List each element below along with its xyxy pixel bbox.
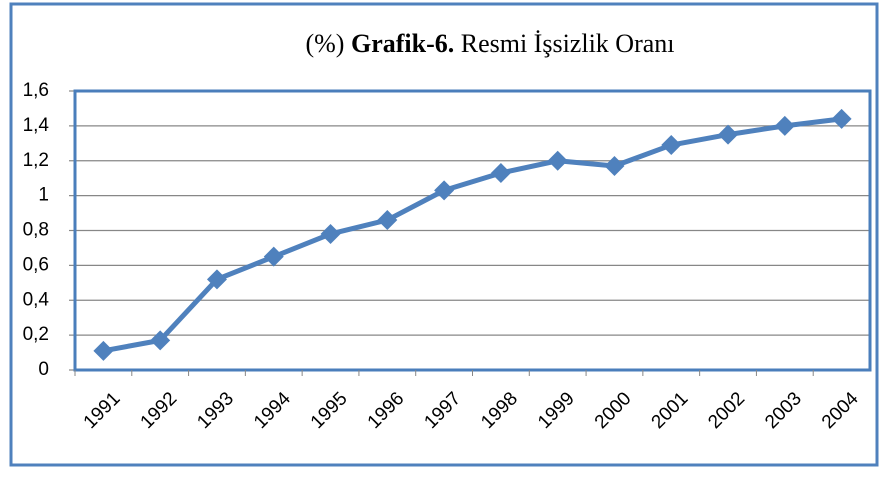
marker xyxy=(547,150,568,171)
title-part: Grafik-6. xyxy=(351,29,454,58)
marker xyxy=(774,115,795,136)
marker xyxy=(93,340,114,361)
marker xyxy=(377,210,398,231)
y-tick-label: 1 xyxy=(38,185,49,206)
y-tick-label: 0,2 xyxy=(23,324,49,345)
y-tick-label: 0,8 xyxy=(23,220,49,241)
y-tick-label: 0 xyxy=(38,359,49,380)
marker xyxy=(604,155,625,176)
y-tick-label: 1,6 xyxy=(23,80,49,101)
marker xyxy=(150,330,171,351)
marker xyxy=(831,108,852,129)
y-tick-label: 1,4 xyxy=(23,115,50,136)
marker xyxy=(206,269,227,290)
marker xyxy=(434,180,455,201)
marker xyxy=(320,223,341,244)
chart-frame xyxy=(9,2,879,467)
y-tick-label: 0,6 xyxy=(23,254,49,275)
y-tick-label: 1,2 xyxy=(23,150,49,171)
marker xyxy=(263,246,284,267)
marker xyxy=(490,162,511,183)
title-part: Resmi İşsizlik Oranı xyxy=(461,29,675,58)
marker xyxy=(661,135,682,156)
y-tick-label: 0,4 xyxy=(23,289,50,310)
marker xyxy=(718,124,739,145)
series-line xyxy=(102,116,842,354)
title-part: (%) xyxy=(305,29,344,58)
chart-title: (%) Grafik-6. Resmi İşsizlik Oranı xyxy=(305,29,674,58)
